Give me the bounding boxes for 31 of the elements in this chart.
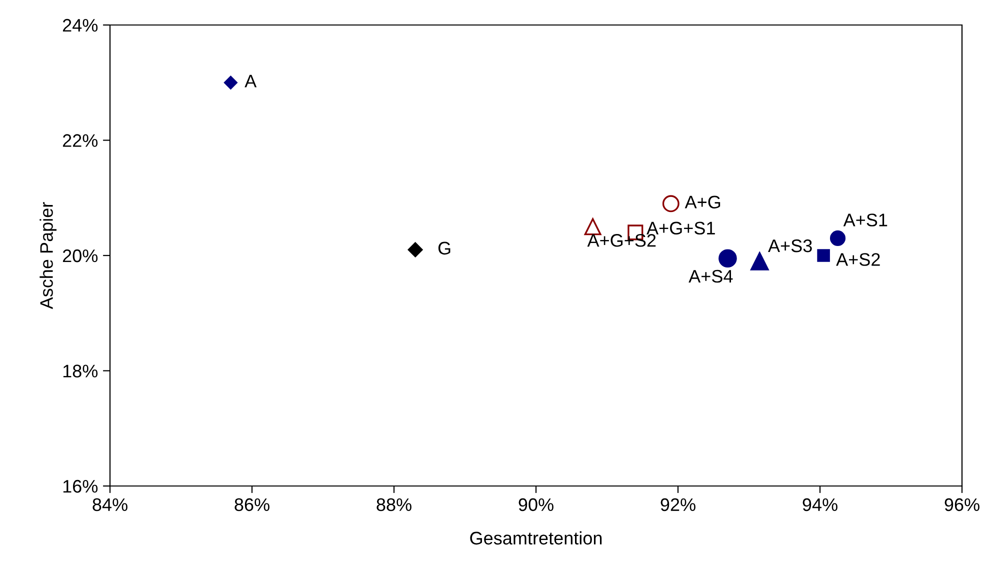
point xyxy=(718,249,737,268)
point xyxy=(817,249,830,262)
series-label: A xyxy=(244,74,257,88)
y-tick-label: 16% xyxy=(63,480,98,493)
series-label: G xyxy=(438,242,450,255)
y-tick-label: 18% xyxy=(63,364,98,378)
x-axis-title: Gesamtretention xyxy=(470,531,602,545)
series-label: A+S3 xyxy=(768,239,812,252)
point xyxy=(662,195,680,212)
y-tick-label: 20% xyxy=(62,249,98,262)
x-tick-label: 86% xyxy=(234,498,270,512)
x-tick-label: 96% xyxy=(944,498,980,512)
point xyxy=(224,76,238,90)
point xyxy=(830,230,846,246)
point xyxy=(408,242,423,258)
series-label: A+S2 xyxy=(836,253,880,266)
x-tick-label: 84% xyxy=(92,498,128,512)
y-tick-label: 22% xyxy=(62,134,98,147)
x-tick-label: 92% xyxy=(660,498,696,512)
series-label: A+G+S1 xyxy=(646,222,715,235)
series-label: A+S4 xyxy=(688,270,733,283)
series-label: A+S1 xyxy=(843,214,888,226)
y-axis-title: Asche Papier xyxy=(40,202,56,310)
series-label: A+G xyxy=(684,196,720,208)
y-tick-label: 24% xyxy=(62,18,98,32)
x-tick-label: 94% xyxy=(802,498,838,512)
point xyxy=(750,252,769,270)
point xyxy=(584,218,602,236)
series-label: A+G+S2 xyxy=(587,234,656,247)
x-tick-label: 88% xyxy=(376,498,412,512)
x-tick-label: 90% xyxy=(518,498,554,512)
